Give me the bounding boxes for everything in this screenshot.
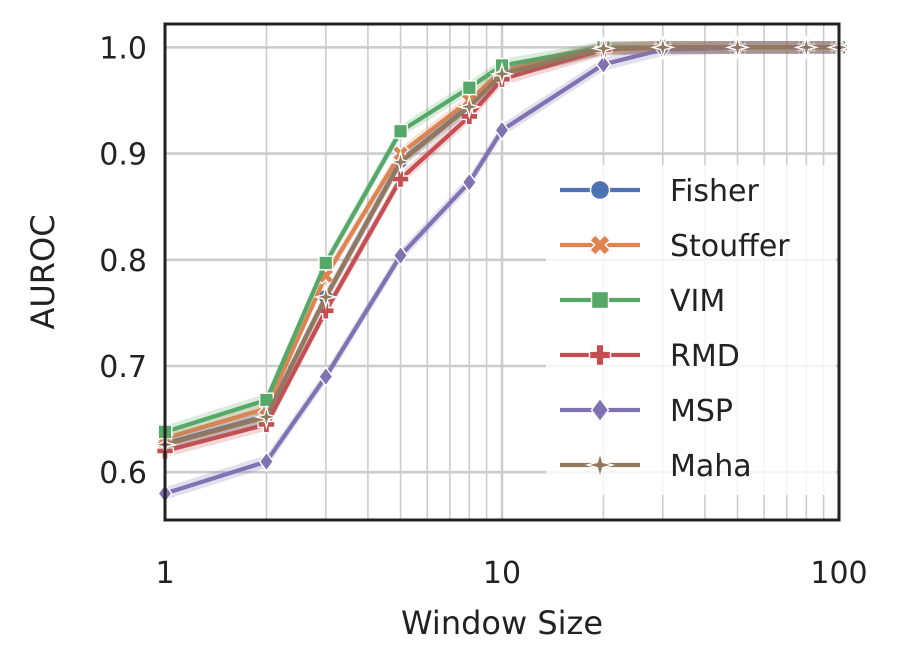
data-point [393, 123, 409, 139]
y-tick-label: 0.9 [99, 138, 147, 173]
data-point [590, 35, 617, 62]
y-tick-label: 0.6 [99, 456, 147, 491]
legend-label: Maha [670, 449, 752, 484]
series-layer [152, 34, 852, 504]
legend-marker [589, 179, 611, 201]
y-axis-label: AUROC [24, 214, 62, 329]
y-tick-label: 0.8 [99, 244, 147, 279]
data-point [387, 149, 414, 175]
legend-marker [588, 343, 612, 367]
legend-label: RMD [670, 339, 740, 374]
legend-label: Stouffer [670, 229, 790, 264]
legend-label: Fisher [670, 174, 760, 209]
data-point [456, 94, 482, 120]
legend-item-vim: VIM [560, 284, 725, 319]
y-tick-label: 1.0 [99, 31, 147, 66]
data-point [724, 34, 751, 61]
data-point [253, 404, 280, 430]
legend-label: MSP [670, 394, 733, 429]
legend-marker [584, 449, 616, 481]
data-point [318, 255, 334, 271]
data-point [461, 80, 477, 96]
data-point [489, 61, 515, 87]
x-tick-label: 10 [483, 556, 521, 591]
legend-marker [590, 397, 610, 423]
data-point [461, 171, 478, 193]
plot-frame [163, 22, 841, 522]
legend-item-rmd: RMD [560, 339, 740, 374]
y-tick-label: 0.7 [99, 350, 147, 385]
legend-item-msp: MSP [560, 394, 733, 429]
series-maha [152, 34, 852, 458]
legend-label: VIM [670, 284, 725, 319]
data-point [313, 284, 339, 310]
legend-item-fisher: Fisher [560, 174, 760, 209]
legend-marker [590, 290, 610, 310]
data-point [494, 119, 510, 141]
data-point [392, 245, 409, 266]
data-point [793, 34, 819, 61]
data-point [595, 53, 612, 75]
legend-marker [588, 233, 612, 257]
x-tick-label: 100 [810, 556, 867, 591]
legend: Fisher Stouffer VIM RMD MSP Maha [546, 165, 836, 495]
data-point [650, 34, 676, 61]
legend-item-maha: Maha [560, 449, 752, 484]
data-point [258, 451, 275, 472]
x-tick-label: 1 [155, 556, 174, 591]
legend-box [546, 165, 836, 495]
data-point [318, 366, 334, 387]
data-point [316, 301, 335, 320]
tick-labels: 1 10 100 0.6 0.7 0.8 0.9 1.0 [99, 31, 867, 591]
x-axis-label: Window Size [401, 604, 603, 642]
legend-item-stouffer: Stouffer [560, 229, 790, 264]
